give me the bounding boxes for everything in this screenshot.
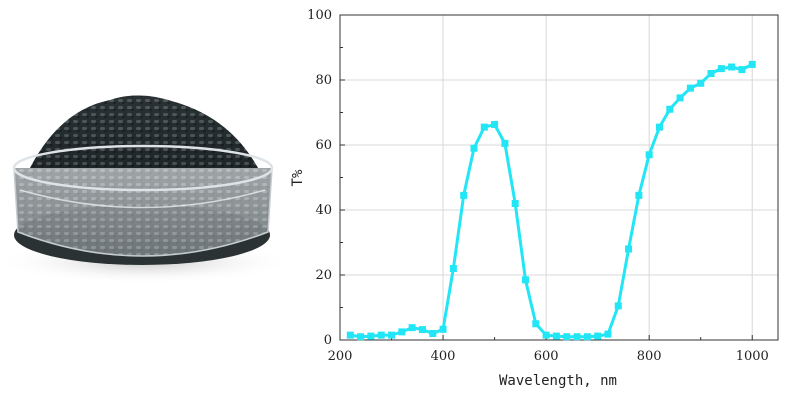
data-point bbox=[676, 94, 684, 102]
granules-in-dish-image bbox=[0, 95, 295, 284]
data-point bbox=[666, 105, 674, 113]
data-point bbox=[728, 63, 736, 71]
product-photo bbox=[0, 0, 295, 400]
data-point bbox=[542, 331, 550, 339]
data-point bbox=[357, 333, 365, 341]
y-axis-ticks: 0 20 40 60 80 100 bbox=[307, 8, 345, 348]
data-point bbox=[552, 332, 560, 340]
data-point bbox=[429, 330, 437, 337]
data-point bbox=[645, 151, 653, 159]
data-point bbox=[367, 332, 375, 340]
x-axis-ticks: 200 400 600 800 1000 bbox=[328, 335, 769, 364]
data-point bbox=[439, 325, 447, 333]
data-point bbox=[480, 123, 488, 131]
data-point bbox=[377, 331, 385, 339]
data-point bbox=[738, 66, 746, 74]
data-point bbox=[346, 331, 354, 339]
y-axis-title: T% bbox=[290, 169, 306, 186]
data-point bbox=[614, 302, 622, 310]
x-tick-label: 1000 bbox=[736, 349, 769, 364]
axes bbox=[339, 14, 779, 341]
data-point bbox=[594, 332, 602, 340]
data-point bbox=[604, 330, 612, 338]
data-point bbox=[686, 84, 694, 92]
series-line bbox=[350, 63, 753, 339]
data-point bbox=[511, 200, 519, 207]
data-point bbox=[408, 324, 416, 332]
x-tick-label: 600 bbox=[534, 349, 559, 364]
data-point bbox=[563, 333, 571, 341]
transmittance-chart: 200 400 600 800 1000 0 20 40 60 80 100 Wavelength… bbox=[290, 8, 779, 389]
y-tick-label: 20 bbox=[315, 268, 332, 283]
data-point bbox=[583, 333, 591, 341]
data-point bbox=[398, 328, 406, 336]
data-point bbox=[460, 191, 468, 199]
x-axis-title: Wavelength, nm bbox=[499, 373, 617, 389]
data-point bbox=[717, 65, 725, 73]
transmittance-series bbox=[346, 60, 756, 341]
data-point bbox=[655, 123, 663, 131]
data-point bbox=[449, 265, 457, 272]
plot-frame bbox=[339, 14, 779, 341]
y-tick-label: 80 bbox=[315, 73, 332, 88]
x-tick-label: 400 bbox=[431, 349, 456, 364]
y-tick-label: 100 bbox=[307, 8, 332, 23]
data-point bbox=[418, 326, 426, 334]
data-point bbox=[491, 121, 499, 129]
data-point bbox=[748, 60, 756, 68]
data-point bbox=[625, 245, 633, 253]
grid bbox=[340, 14, 778, 340]
data-point bbox=[470, 144, 478, 152]
data-point bbox=[697, 79, 705, 87]
data-point bbox=[707, 70, 715, 77]
data-point bbox=[532, 320, 540, 328]
data-point bbox=[501, 139, 509, 147]
y-tick-label: 60 bbox=[315, 138, 332, 153]
y-tick-label: 40 bbox=[315, 203, 332, 218]
data-point bbox=[522, 276, 530, 284]
data-point bbox=[635, 191, 643, 199]
data-point bbox=[573, 333, 581, 341]
x-tick-label: 800 bbox=[637, 349, 662, 364]
x-tick-label: 200 bbox=[328, 349, 353, 364]
data-point bbox=[388, 331, 396, 339]
y-tick-label: 0 bbox=[324, 333, 332, 348]
